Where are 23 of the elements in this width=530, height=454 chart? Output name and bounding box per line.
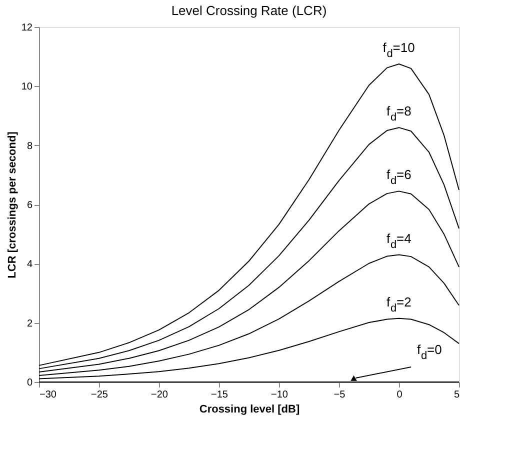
y-tick-label: 8 <box>26 140 33 152</box>
x-tick-label: −5 <box>334 390 346 400</box>
y-tick-label: 4 <box>26 259 33 270</box>
x-tick-label: −20 <box>151 390 168 400</box>
x-axis-title: Crossing level [dB] <box>199 404 300 416</box>
line-series <box>38 127 460 370</box>
x-tick-label: −30 <box>40 390 57 400</box>
y-tick-label: 6 <box>26 200 33 211</box>
x-tick-label: −15 <box>211 390 228 400</box>
chart-title: Level Crossing Rate (LCR) <box>171 3 327 18</box>
line-series <box>38 190 460 372</box>
x-tick-label: 5 <box>454 390 460 400</box>
y-tick-label: 12 <box>21 22 33 34</box>
y-tick-label: 2 <box>26 318 33 330</box>
x-tick-label: −10 <box>271 390 288 400</box>
line-series <box>38 254 460 376</box>
x-tick-label: 0 <box>396 390 403 400</box>
line-series <box>38 318 460 380</box>
y-axis-title: LCR [crossings per second] <box>6 131 18 278</box>
x-tick-label: −25 <box>91 390 108 400</box>
y-tick-label: 10 <box>21 82 33 93</box>
y-tick-label: 0 <box>26 378 33 388</box>
line-series <box>38 63 460 366</box>
